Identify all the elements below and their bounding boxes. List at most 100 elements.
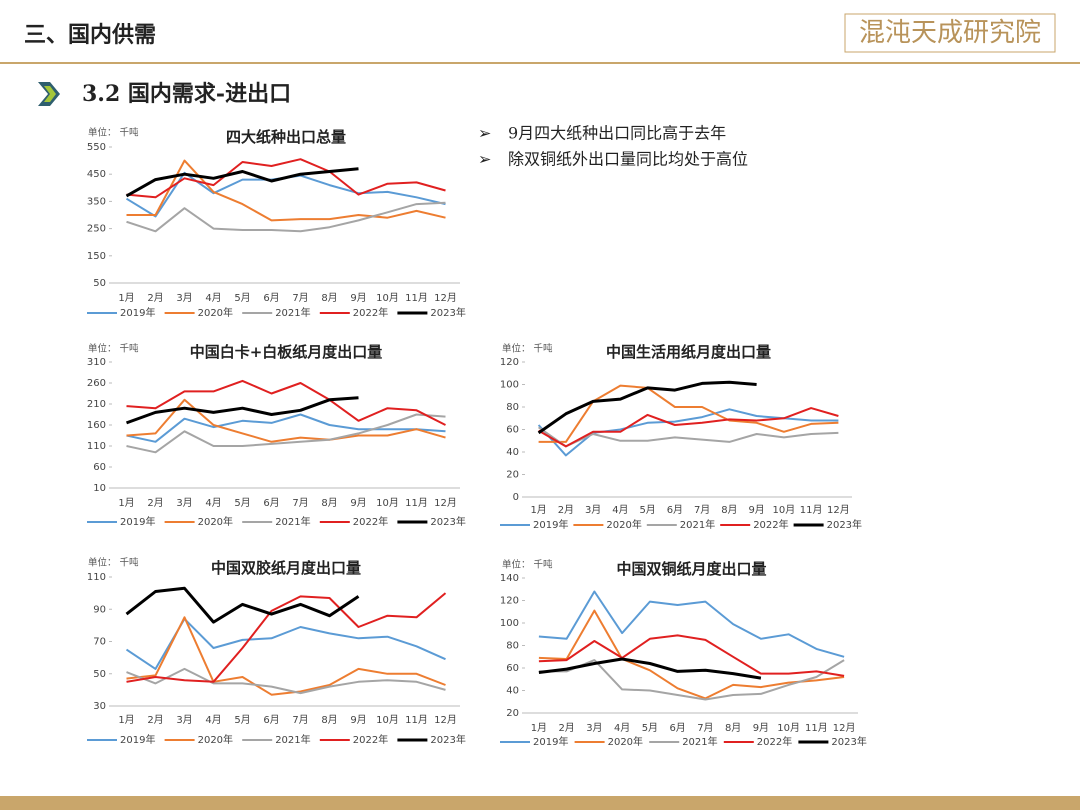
legend-label: 2019年 [120,733,155,746]
series-line [126,158,446,199]
series-line [538,609,845,700]
legend-label: 2023年 [430,515,465,528]
series-line [126,592,447,683]
x-tick-label: 6月 [263,292,279,304]
y-tick-label: 50 [93,278,106,289]
series-line [125,167,359,198]
x-tick-label: 4月 [205,292,221,304]
y-tick-label: 0 [513,492,519,503]
y-tick-label: 160 [87,420,106,431]
y-tick-label: 210 [87,399,106,410]
series-line [126,413,446,454]
y-tick-label: 260 [87,378,106,389]
section-title: 3.2 国内需求-进出口 [82,81,291,107]
legend-label: 2021年 [275,733,310,746]
series-line [125,617,446,670]
series-line [538,657,762,680]
y-axis-unit: 单位： 千吨 [88,557,139,569]
y-axis-unit: 单位： 千吨 [502,559,553,571]
x-tick-label: 3月 [176,497,192,509]
x-tick-label: 7月 [694,504,710,516]
x-tick-label: 1月 [118,714,134,726]
series-line [126,159,446,222]
x-tick-label: 5月 [234,292,250,304]
x-tick-label: 12月 [434,497,457,509]
x-tick-label: 2月 [558,504,574,516]
legend-label: 2022年 [353,733,388,746]
x-tick-label: 1月 [531,722,547,734]
series-line [126,413,446,443]
chevron-icon [38,82,60,106]
x-tick-label: 6月 [263,714,279,726]
x-tick-label: 4月 [614,722,630,734]
legend-label: 2019年 [120,515,155,528]
y-tick-label: 40 [506,686,519,697]
header-title: 三、国内供需 [24,22,156,48]
x-tick-label: 12月 [434,292,457,304]
x-tick-label: 3月 [176,292,192,304]
x-tick-label: 10月 [777,722,800,734]
x-tick-label: 7月 [292,714,308,726]
y-tick-label: 30 [93,701,106,712]
x-tick-label: 10月 [376,497,399,509]
series-line [125,396,359,425]
x-tick-label: 10月 [773,504,796,516]
legend-label: 2020年 [198,306,233,319]
x-tick-label: 6月 [667,504,683,516]
x-tick-label: 5月 [234,714,250,726]
x-tick-label: 4月 [205,714,221,726]
x-tick-label: 10月 [376,714,399,726]
logo-frame [844,13,1056,53]
x-tick-label: 6月 [669,722,685,734]
y-tick-label: 20 [506,708,519,719]
y-tick-label: 10 [93,483,106,494]
y-tick-label: 350 [87,196,106,207]
x-tick-label: 8月 [725,722,741,734]
x-tick-label: 7月 [292,497,308,509]
y-tick-label: 110 [87,441,106,452]
x-tick-label: 12月 [833,722,856,734]
bullet-marker: ➢ [478,124,491,143]
x-tick-label: 3月 [585,504,601,516]
series-line [126,616,446,696]
y-tick-label: 450 [87,169,106,180]
x-tick-label: 11月 [405,714,428,726]
chart-title: 中国双铜纸月度出口量 [616,560,766,578]
legend-label: 2019年 [120,306,155,319]
x-tick-label: 2月 [558,722,574,734]
y-axis-unit: 单位： 千吨 [88,343,139,355]
y-tick-label: 50 [93,669,106,680]
y-tick-label: 60 [506,663,519,674]
y-tick-label: 20 [506,470,519,481]
legend-label: 2022年 [353,515,388,528]
y-tick-label: 120 [500,596,519,607]
y-axis-unit: 单位： 千吨 [502,343,553,355]
x-tick-label: 9月 [350,714,366,726]
series-line [537,380,757,435]
x-tick-label: 4月 [612,504,628,516]
series-line [538,384,839,443]
chevron-icon-inner [44,86,56,102]
y-tick-label: 40 [506,447,519,458]
x-tick-label: 8月 [321,714,337,726]
x-tick-label: 5月 [642,722,658,734]
x-tick-label: 11月 [405,292,428,304]
legend-label: 2019年 [533,518,568,531]
x-tick-label: 2月 [147,497,163,509]
bullet: 9月四大纸种出口同比高于去年 [508,124,726,143]
x-tick-label: 1月 [118,292,134,304]
legend-label: 2023年 [430,306,465,319]
x-tick-label: 8月 [721,504,737,516]
legend-label: 2023年 [430,733,465,746]
y-tick-label: 250 [87,224,106,235]
x-tick-label: 11月 [800,504,823,516]
x-tick-label: 10月 [376,292,399,304]
y-tick-label: 310 [87,357,106,368]
y-tick-label: 60 [93,462,106,473]
series-line [126,379,446,426]
legend-label: 2021年 [682,735,717,748]
x-tick-label: 1月 [530,504,546,516]
x-tick-label: 1月 [118,497,134,509]
x-tick-label: 2月 [147,292,163,304]
